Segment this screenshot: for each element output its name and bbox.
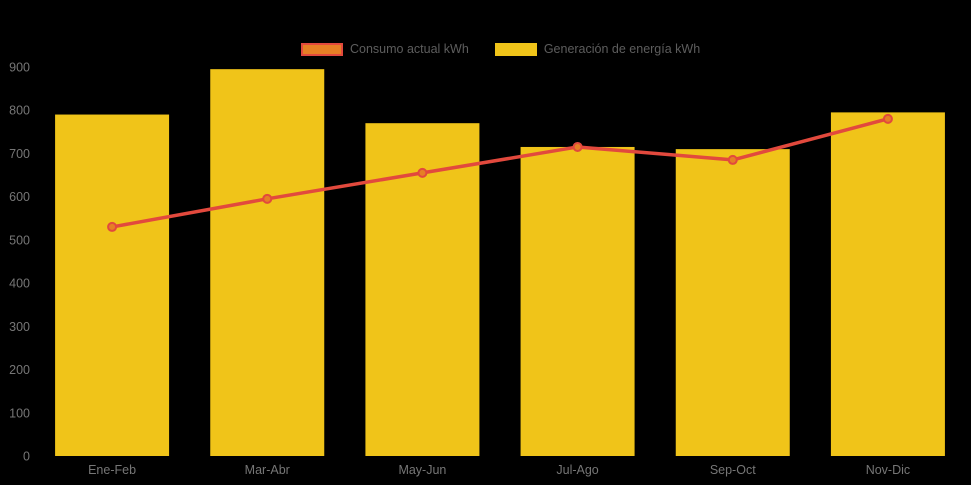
y-axis-tick-label: 800	[9, 104, 30, 118]
y-axis-tick-label: 600	[9, 190, 30, 204]
generation-bar[interactable]	[675, 149, 790, 456]
legend-label-consumo-actual: Consumo actual kWh	[350, 42, 469, 56]
consumption-line	[110, 117, 890, 229]
x-axis-category-label: Nov-Dic	[866, 463, 910, 477]
consumption-line-marker[interactable]	[572, 141, 583, 152]
y-axis-tick-label: 900	[9, 61, 30, 75]
generation-bar[interactable]	[55, 114, 170, 457]
chart-legend: Consumo actual kWh Generación de energía…	[301, 41, 700, 57]
y-axis-tick-label: 700	[9, 147, 30, 161]
generacion-energia-swatch-icon	[494, 42, 537, 56]
y-axis-tick-label: 400	[9, 277, 30, 291]
consumption-line-marker[interactable]	[417, 167, 428, 178]
consumo-actual-swatch-icon	[301, 42, 343, 56]
y-axis-tick-label: 0	[23, 450, 30, 464]
y-axis-tick-label: 100	[9, 406, 30, 420]
legend-label-generacion-energia: Generación de energía kWh	[543, 42, 701, 56]
x-axis-category-label: Mar-Abr	[245, 463, 290, 477]
legend-item-consumo-actual[interactable]: Consumo actual kWh	[301, 42, 469, 56]
generation-bar[interactable]	[210, 69, 325, 457]
generation-bar[interactable]	[830, 112, 945, 456]
y-axis-tick-label: 300	[9, 320, 30, 334]
consumption-line-marker[interactable]	[107, 221, 118, 232]
x-axis-category-label: Sep-Oct	[710, 463, 756, 477]
x-axis-category-label: Jul-Ago	[556, 463, 598, 477]
consumption-line-marker[interactable]	[262, 193, 273, 204]
consumption-line-marker[interactable]	[882, 113, 893, 124]
generation-bar[interactable]	[520, 146, 635, 456]
y-axis-tick-label: 500	[9, 233, 30, 247]
y-axis-tick-label: 200	[9, 363, 30, 377]
legend-item-generacion-energia[interactable]: Generación de energía kWh	[494, 42, 701, 56]
x-axis-category-label: May-Jun	[398, 463, 446, 477]
x-axis-category-label: Ene-Feb	[88, 463, 136, 477]
consumption-line-marker[interactable]	[727, 154, 738, 165]
